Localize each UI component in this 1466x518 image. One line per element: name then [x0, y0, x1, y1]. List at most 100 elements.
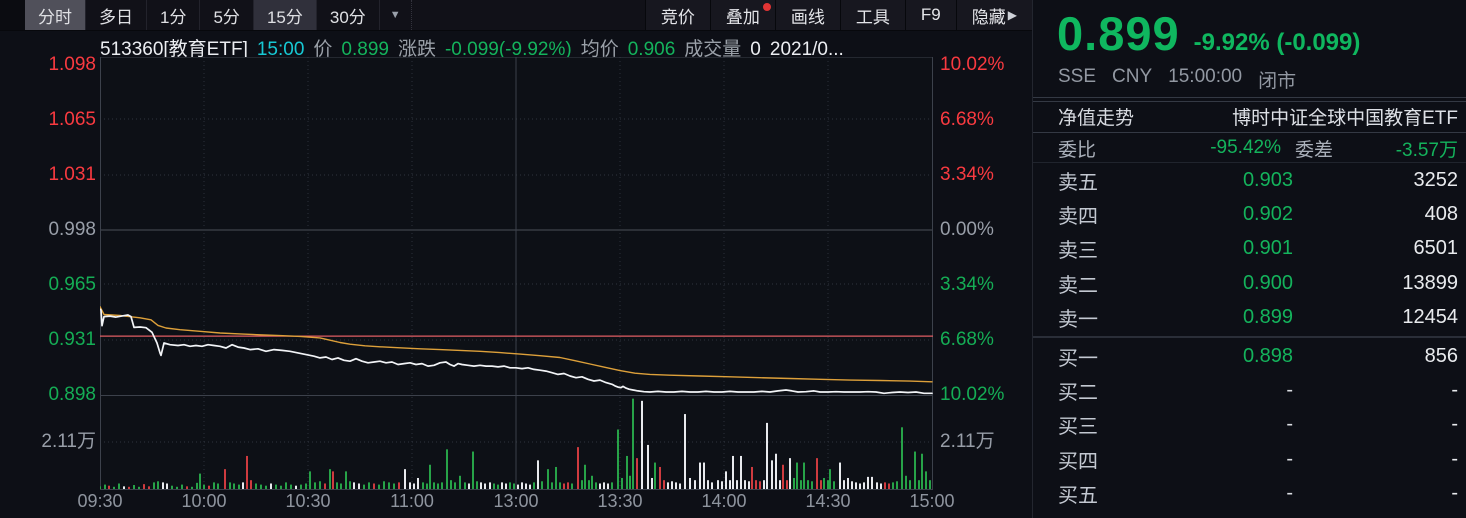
- bid-ask-ratio-row: 委比 -95.42% 委差 -3.57万: [1033, 134, 1466, 163]
- time-axis-tick: 14:30: [805, 491, 851, 511]
- volume-bar: [563, 483, 565, 489]
- volume-bar: [816, 458, 818, 489]
- volume-bar: [404, 469, 406, 489]
- bid-row[interactable]: 买一 0.898 856: [1033, 339, 1466, 373]
- volume-bar: [484, 483, 486, 489]
- volume-bar: [255, 483, 257, 489]
- toolbar-button[interactable]: F9: [904, 0, 956, 30]
- volume-bar: [196, 482, 198, 489]
- nav-row[interactable]: 净值走势 博时中证全球中国教育ETF: [1033, 102, 1466, 131]
- intraday-chart[interactable]: [99, 56, 933, 490]
- period-tab[interactable]: 5分: [200, 0, 254, 30]
- percent-axis-tick: 10.02%: [940, 54, 1005, 75]
- volume-bar: [199, 473, 201, 489]
- bid-row[interactable]: 买二 - -: [1033, 373, 1466, 407]
- last-price-block: 0.899 -9.92% (-0.099): [1033, 0, 1466, 64]
- ask-levels: 卖五 0.903 3252 卖四 0.902 408 卖三 0.901 6501 卖二 0.900 1…: [1033, 163, 1466, 335]
- ask-row[interactable]: 卖二 0.900 13899: [1033, 266, 1466, 300]
- volume-bar: [829, 469, 831, 489]
- toolbar-button[interactable]: 画线: [774, 0, 840, 30]
- more-periods-dropdown-icon[interactable]: ▼: [380, 0, 412, 30]
- level-price: -: [1286, 379, 1293, 402]
- level-price: 0.899: [1242, 306, 1293, 329]
- volume-bar: [671, 481, 673, 489]
- price-axis-tick: 1.065: [48, 109, 96, 130]
- volume-bar: [373, 483, 375, 489]
- level-quantity: -: [1451, 482, 1458, 505]
- notification-dot-icon: [762, 3, 771, 11]
- toolbar-button[interactable]: 叠加: [709, 0, 775, 30]
- volume-bar: [138, 486, 140, 489]
- period-tab[interactable]: 多日: [86, 0, 147, 30]
- volume-bar: [280, 485, 282, 489]
- volume-bar: [876, 482, 878, 489]
- volume-bar: [157, 481, 159, 489]
- period-tab[interactable]: 分时: [25, 0, 86, 30]
- volume-bar: [651, 477, 653, 489]
- separator: [1033, 132, 1466, 133]
- change-value: -0.099(-9.92%): [444, 39, 572, 60]
- volume-bar: [383, 481, 385, 489]
- level-quantity: 13899: [1402, 271, 1458, 294]
- volume-bar: [699, 462, 701, 489]
- level-name: 卖四: [1058, 206, 1098, 229]
- volume-bar: [242, 482, 244, 489]
- time-axis-tick: 10:00: [181, 491, 227, 511]
- volume-bar: [238, 484, 240, 489]
- volume-bar: [186, 486, 188, 489]
- bid-levels: 买一 0.898 856 买二 - - 买三 - - 买四 - - 买五 - -: [1033, 339, 1466, 511]
- volume-bar: [324, 483, 326, 489]
- volume-bar: [667, 482, 669, 489]
- volume-bar: [905, 475, 907, 489]
- volume-bar: [611, 482, 613, 489]
- ask-row[interactable]: 卖四 0.902 408: [1033, 197, 1466, 231]
- volume-bar: [270, 483, 272, 489]
- toolbar-button[interactable]: 隐藏 ▶: [955, 0, 1032, 30]
- volume-bar: [300, 484, 302, 489]
- ask-row[interactable]: 卖一 0.899 12454: [1033, 301, 1466, 335]
- percent-axis-tick: 0.00%: [940, 219, 994, 240]
- volume-bar: [148, 486, 150, 489]
- volume-bar: [441, 482, 443, 489]
- toolbar-button[interactable]: 工具: [839, 0, 905, 30]
- volume-bar: [823, 477, 825, 489]
- volume-bar: [775, 453, 777, 489]
- volume-bar: [450, 480, 452, 489]
- volume-bar: [636, 458, 638, 489]
- volume-bar: [521, 482, 523, 489]
- percent-axis-tick: 6.68%: [940, 329, 994, 350]
- price-change: -9.92% (-0.099): [1193, 29, 1361, 56]
- ask-row[interactable]: 卖三 0.901 6501: [1033, 232, 1466, 266]
- period-tab[interactable]: 1分: [147, 0, 201, 30]
- bid-row[interactable]: 买三 - -: [1033, 408, 1466, 442]
- ask-row[interactable]: 卖五 0.903 3252: [1033, 163, 1466, 197]
- toolbar-button[interactable]: 竞价: [644, 0, 710, 30]
- price-axis-tick: 1.098: [48, 54, 96, 75]
- price-axis-tick: 2.11万: [41, 431, 96, 452]
- volume-bar: [847, 477, 849, 489]
- level-name: 卖五: [1058, 171, 1098, 194]
- bid-row[interactable]: 买四 - -: [1033, 442, 1466, 476]
- volume-bar: [358, 483, 360, 489]
- volume-bar: [732, 455, 734, 489]
- period-tab[interactable]: 15分: [253, 0, 317, 30]
- volume-bar: [309, 471, 311, 489]
- market-status: 闭市: [1258, 71, 1297, 92]
- last-update-time: 15:00:00: [1168, 66, 1243, 87]
- volume-bar: [807, 480, 809, 489]
- volume-bar: [584, 464, 586, 489]
- volume-bar: [489, 482, 491, 489]
- volume-bar: [413, 483, 415, 489]
- volume-bar: [863, 482, 865, 489]
- volume-bar: [203, 484, 205, 489]
- toolbar-corner: [0, 0, 25, 30]
- level-name: 卖二: [1058, 274, 1098, 297]
- bid-row[interactable]: 买五 - -: [1033, 477, 1466, 511]
- period-tab[interactable]: 30分: [317, 0, 380, 30]
- volume-bar: [505, 483, 507, 489]
- volume-bar: [213, 482, 215, 489]
- volume-bar: [559, 482, 561, 489]
- volume-bar: [703, 462, 705, 489]
- volume-bar: [108, 485, 110, 489]
